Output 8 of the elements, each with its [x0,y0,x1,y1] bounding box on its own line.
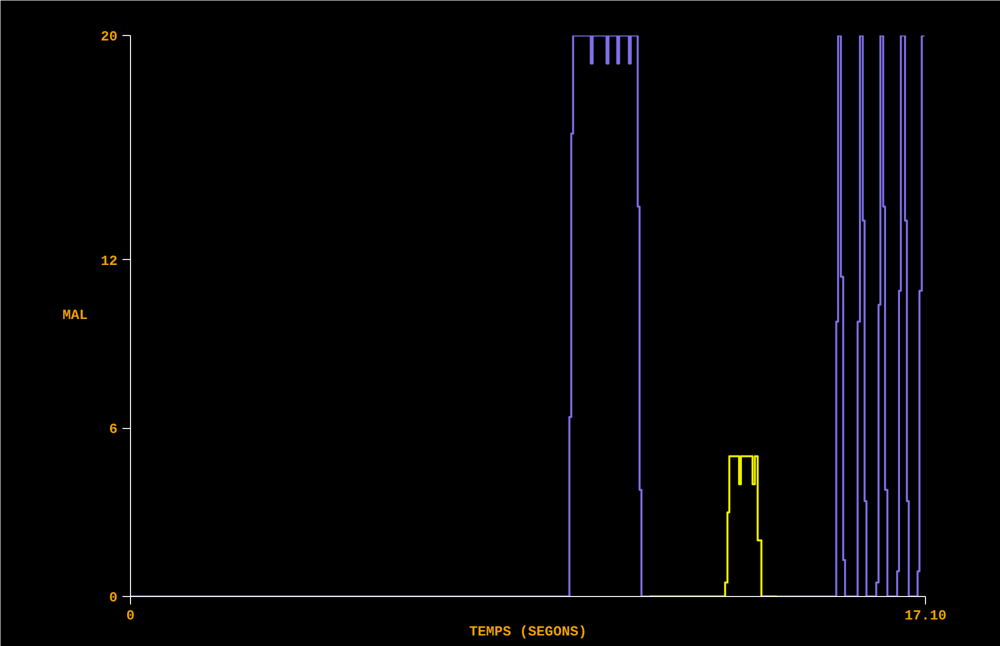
y-axis-title: MAL [62,308,88,324]
y-tick-label: 6 [109,422,118,438]
x-tick-label: 17.10 [904,608,947,624]
y-tick-label: 0 [109,590,118,606]
x-axis-title: TEMPS (SEGONS) [469,624,587,640]
line-series [648,455,778,596]
y-tick-label: 12 [100,254,118,270]
y-tick-label: 20 [100,30,118,46]
